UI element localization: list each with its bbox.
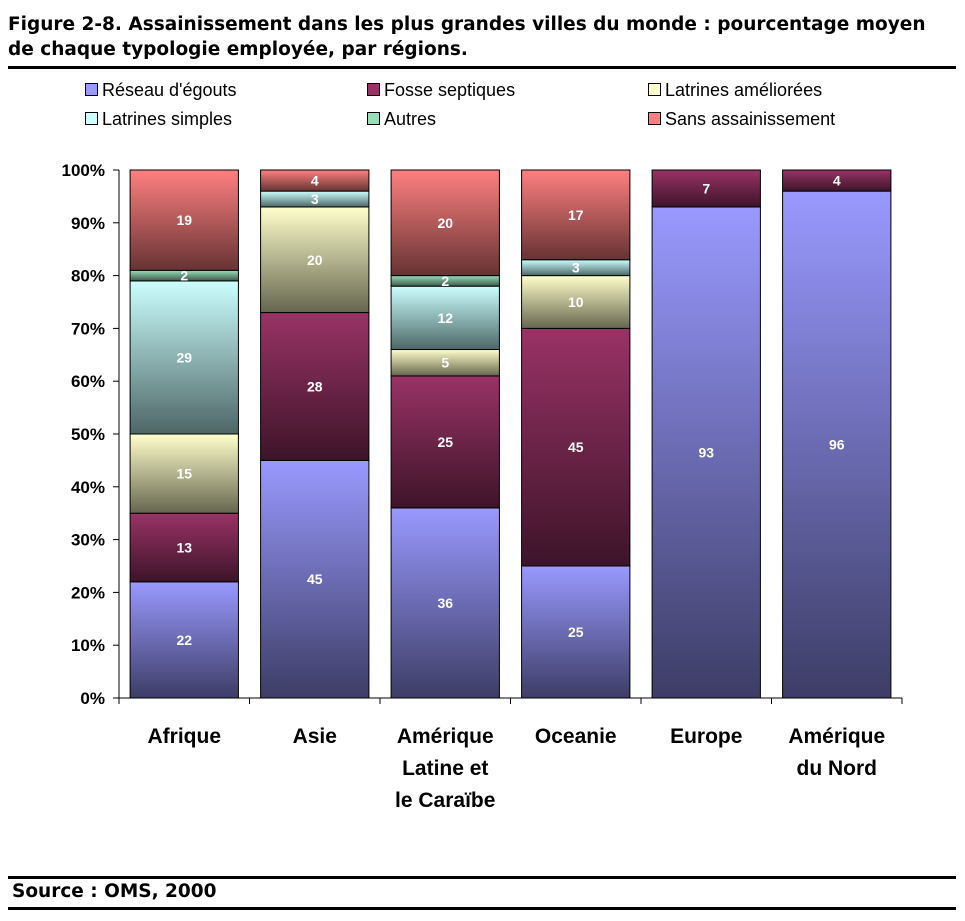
bar-segment-sans-assainissement xyxy=(521,169,631,261)
y-tick-label: 30% xyxy=(71,531,105,550)
legend-swatch xyxy=(85,111,98,125)
bar-segment-reseau-d-egouts xyxy=(390,507,500,699)
legend-label: Latrines simples xyxy=(102,109,233,129)
legend-label: Latrines améliorées xyxy=(665,80,823,100)
legend-item-autres: Autres xyxy=(367,109,436,129)
legend-label: Sans assainissement xyxy=(665,109,836,129)
bar-segment-latrines-simples xyxy=(129,280,239,435)
x-category-label: Asie xyxy=(293,725,337,748)
data-label: 25 xyxy=(568,624,584,640)
bar-segment-latrines-ameliorees xyxy=(260,206,370,314)
y-tick-label: 90% xyxy=(71,214,105,233)
x-category-label: Amérique Latine et le Caraïbe xyxy=(395,725,495,812)
y-tick-label: 60% xyxy=(71,372,105,391)
bar-segment-reseau-d-egouts xyxy=(260,459,370,699)
title-rule xyxy=(8,66,956,69)
bar-segment-latrines-ameliorees xyxy=(521,275,631,329)
bar-segment-fosse-septiques xyxy=(129,512,239,583)
data-label: 7 xyxy=(702,180,710,196)
legend-label: Fosse septiques xyxy=(384,80,516,100)
data-label: 96 xyxy=(829,437,845,453)
legend-item-latrines-ameliorees: Latrines améliorées xyxy=(648,80,822,100)
x-category-label: Afrique xyxy=(148,725,222,748)
y-tick-label: 100% xyxy=(62,161,105,180)
bar-segment-fosse-septiques xyxy=(390,375,500,509)
data-label: 2 xyxy=(441,273,449,289)
x-category-label-line: du Nord xyxy=(797,757,877,780)
x-category-label: Amérique du Nord xyxy=(788,725,885,780)
source-note: Source : OMS, 2000 xyxy=(12,881,217,902)
figure-title: Figure 2-8. Assainissement dans les plus… xyxy=(8,14,926,60)
legend-item-latrines-simples: Latrines simples xyxy=(85,109,232,129)
x-category-label-line: Afrique xyxy=(148,725,222,748)
legend-swatch xyxy=(367,111,380,125)
legend-swatch xyxy=(85,82,98,96)
data-label: 2 xyxy=(180,268,188,284)
data-label: 28 xyxy=(307,378,323,394)
x-category-label-line: Latine et xyxy=(402,757,488,780)
data-label: 93 xyxy=(698,444,714,460)
x-category-label-line: Asie xyxy=(293,725,337,748)
y-tick-label: 10% xyxy=(71,636,105,655)
y-tick-label: 40% xyxy=(71,478,105,497)
bar-segment-reseau-d-egouts xyxy=(129,581,239,699)
x-category-label-line: Amérique xyxy=(788,725,885,748)
bar-segment-fosse-septiques xyxy=(651,169,761,208)
x-category-label-line: Amérique xyxy=(397,725,494,748)
y-tick-label: 20% xyxy=(71,583,105,602)
data-label: 10 xyxy=(568,294,584,310)
source-rule-top xyxy=(8,876,956,879)
bar-segment-latrines-ameliorees xyxy=(390,349,500,377)
legend-swatch xyxy=(648,111,661,125)
data-label: 45 xyxy=(568,439,584,455)
data-label: 20 xyxy=(437,215,453,231)
bar-segment-latrines-simples xyxy=(390,285,500,351)
y-tick-label: 80% xyxy=(71,267,105,286)
bar-segment-latrines-ameliorees xyxy=(129,433,239,514)
data-label: 25 xyxy=(437,434,453,450)
legend-swatch xyxy=(367,82,380,96)
x-category-label-line: Europe xyxy=(670,725,742,748)
data-label: 22 xyxy=(176,632,192,648)
legend-item-fosse-septiques: Fosse septiques xyxy=(367,80,515,100)
x-category-label-line: le Caraïbe xyxy=(395,789,495,812)
bar-segment-sans-assainissement xyxy=(390,169,500,277)
legend-label: Autres xyxy=(384,109,437,129)
data-label: 19 xyxy=(176,212,192,228)
x-category-label: Oceanie xyxy=(535,725,617,748)
legend-swatch xyxy=(648,82,661,96)
data-label: 29 xyxy=(176,349,192,365)
data-label: 15 xyxy=(176,466,192,482)
data-label: 20 xyxy=(307,252,323,268)
data-label: 3 xyxy=(572,260,580,276)
source-rule-bottom xyxy=(8,907,956,910)
bar-segment-reseau-d-egouts xyxy=(521,565,631,699)
y-tick-label: 0% xyxy=(80,689,105,708)
data-label: 3 xyxy=(311,191,319,207)
data-label: 45 xyxy=(307,571,323,587)
x-category-label-line: Oceanie xyxy=(535,725,617,748)
legend-label: Réseau d'égouts xyxy=(102,80,237,100)
data-label: 4 xyxy=(833,173,841,189)
x-category-label: Europe xyxy=(670,725,742,748)
data-label: 13 xyxy=(176,540,192,556)
bar-segment-sans-assainissement xyxy=(129,169,239,271)
bar-segment-fosse-septiques xyxy=(782,169,892,192)
data-label: 12 xyxy=(437,310,453,326)
y-tick-label: 50% xyxy=(71,425,105,444)
legend-item-sans-assainissement: Sans assainissement xyxy=(648,109,835,129)
data-label: 4 xyxy=(311,173,319,189)
legend-item-reseau-d-egouts: Réseau d'égouts xyxy=(85,80,237,100)
bar-segment-reseau-d-egouts xyxy=(782,190,892,699)
data-label: 17 xyxy=(568,207,584,223)
y-tick-label: 70% xyxy=(71,319,105,338)
bar-segment-sans-assainissement xyxy=(260,169,370,192)
data-label: 5 xyxy=(441,355,449,371)
bar-segment-fosse-septiques xyxy=(521,327,631,567)
data-label: 36 xyxy=(437,595,453,611)
